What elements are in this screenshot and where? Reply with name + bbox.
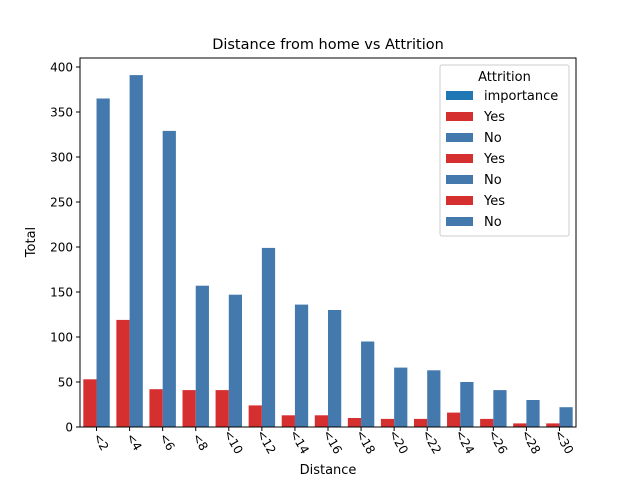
bar-yes-6 xyxy=(281,415,295,427)
bar-yes-3 xyxy=(182,390,196,427)
legend-swatch xyxy=(446,91,473,100)
y-tick-label: 300 xyxy=(50,151,73,165)
legend-label: No xyxy=(484,173,502,188)
x-axis: <2 <4 <6 <8 <10 <12 <14 <16 <18 <20 <22 <24 <26 <28 <3… xyxy=(91,427,577,457)
legend-label: No xyxy=(484,131,502,146)
y-tick-label: 150 xyxy=(50,286,73,300)
x-tick-label: <20 xyxy=(386,428,411,457)
x-tick-label: <4 xyxy=(124,431,145,453)
x-tick-label: <16 xyxy=(320,428,345,457)
bar-no-13 xyxy=(526,400,540,427)
bar-no-12 xyxy=(493,390,507,427)
x-tick-label: <30 xyxy=(552,428,577,457)
bar-yes-9 xyxy=(380,418,395,427)
bar-yes-11 xyxy=(447,412,461,427)
legend: Attrition importance Yes No Yes No Yes No xyxy=(439,64,570,237)
bar-yes-4 xyxy=(215,390,229,427)
bar-yes-5 xyxy=(248,405,262,427)
y-tick-label: 50 xyxy=(58,376,73,390)
legend-swatch xyxy=(446,217,473,226)
bar-yes-13 xyxy=(513,423,527,427)
y-tick-label: 350 xyxy=(50,106,73,120)
bar-no-3 xyxy=(195,285,209,427)
bar-no-9 xyxy=(394,367,408,427)
chart-title: Distance from home vs Attrition xyxy=(212,37,444,53)
x-tick-label: <8 xyxy=(190,431,211,453)
bar-yes-0 xyxy=(83,379,97,427)
legend-swatch xyxy=(446,133,473,142)
legend-label: Yes xyxy=(483,152,505,167)
legend-label: Yes xyxy=(483,194,505,209)
y-tick-label: 200 xyxy=(50,241,73,255)
legend-swatch xyxy=(446,112,473,121)
legend-label: importance xyxy=(484,89,558,104)
bar-yes-7 xyxy=(314,415,328,427)
legend-label: No xyxy=(484,215,502,230)
legend-entries: importance Yes No Yes No Yes No xyxy=(446,89,558,230)
x-axis-label: Distance xyxy=(300,463,357,478)
x-tick-label: <2 xyxy=(91,431,112,453)
y-tick-label: 250 xyxy=(50,196,73,210)
x-tick-label: <18 xyxy=(353,428,378,457)
y-tick-label: 400 xyxy=(50,61,73,75)
bar-no-4 xyxy=(228,294,243,427)
legend-swatch xyxy=(446,196,473,205)
bar-yes-8 xyxy=(347,418,362,427)
legend-swatch xyxy=(446,154,473,163)
bar-no-11 xyxy=(460,382,474,427)
bar-no-8 xyxy=(361,341,375,427)
bar-yes-12 xyxy=(480,418,494,427)
bar-no-6 xyxy=(294,304,309,427)
legend-frame xyxy=(439,64,570,237)
bar-yes-1 xyxy=(116,319,130,427)
x-tick-label: <10 xyxy=(221,428,246,457)
bar-yes-2 xyxy=(149,389,163,427)
bar-yes-10 xyxy=(413,418,428,427)
x-tick-label: <26 xyxy=(485,428,510,457)
legend-title: Attrition xyxy=(478,70,531,85)
bar-no-1 xyxy=(129,75,143,427)
x-tick-label: <6 xyxy=(157,431,178,453)
bars-group xyxy=(83,75,573,427)
legend-swatch xyxy=(446,175,473,184)
x-tick-label: <28 xyxy=(518,428,543,457)
bar-no-2 xyxy=(162,130,176,427)
bar-no-5 xyxy=(261,247,276,427)
y-tick-label: 100 xyxy=(50,331,73,345)
x-tick-label: <12 xyxy=(254,428,279,457)
bar-yes-14 xyxy=(546,423,560,427)
y-tick-label: 0 xyxy=(65,421,73,435)
y-axis: 0 50 100 150 200 250 300 350 400 xyxy=(50,61,80,435)
x-tick-label: <22 xyxy=(419,428,444,457)
bar-no-10 xyxy=(427,370,441,427)
bar-no-0 xyxy=(96,98,110,427)
legend-label: Yes xyxy=(483,110,505,125)
bar-no-7 xyxy=(328,310,342,427)
bar-no-14 xyxy=(559,407,573,427)
y-axis-label: Total xyxy=(24,227,39,258)
x-tick-label: <14 xyxy=(287,428,312,457)
x-tick-label: <24 xyxy=(452,428,477,457)
